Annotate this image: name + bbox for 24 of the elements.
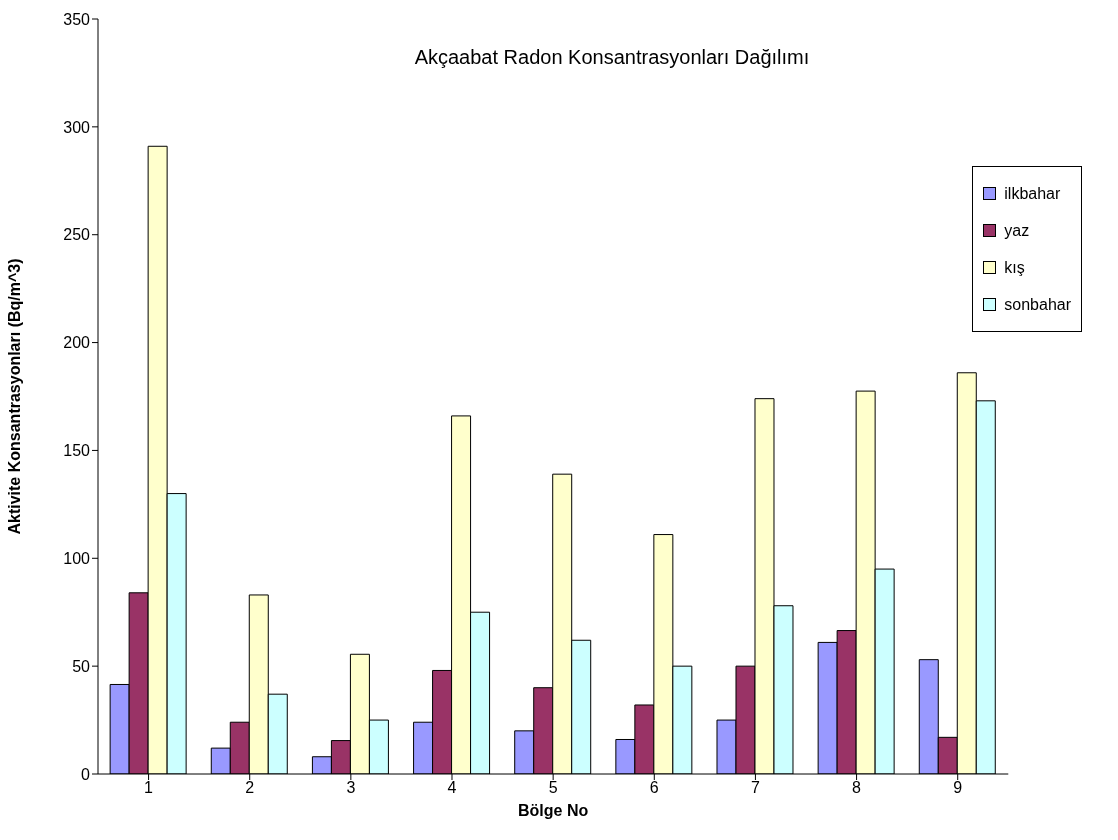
y-tick-label: 200: [63, 334, 91, 352]
x-tick-label: 9: [953, 779, 963, 797]
legend-label: ilkbahar: [1004, 184, 1061, 203]
y-tick-label: 50: [72, 657, 91, 675]
x-tick-label: 3: [346, 779, 356, 797]
y-tick-label: 350: [63, 10, 91, 28]
legend-label: sonbahar: [1004, 295, 1071, 314]
x-tick-label: 5: [548, 779, 558, 797]
x-tick-label: 4: [447, 779, 457, 797]
text: Akçaabat Radon Konsantrasyonları Dağılımı: [413, 46, 811, 69]
legend-label: kış: [1004, 258, 1025, 277]
x-tick-label: 1: [144, 779, 154, 797]
x-axis-title: Bölge No: [518, 802, 589, 819]
y-tick-label: 300: [63, 118, 91, 136]
y-tick-label: 150: [63, 442, 91, 460]
x-tick-label: 6: [649, 779, 659, 797]
x-tick-label: 2: [245, 779, 255, 797]
legend-label: yaz: [1004, 221, 1030, 240]
y-tick-label: 100: [63, 549, 91, 567]
x-tick-label: 8: [852, 779, 862, 797]
y-tick-label: 0: [81, 765, 91, 783]
y-tick-label: 250: [63, 226, 91, 244]
y-axis-title: Aktivite Konsantrasyonları (Bq/m^3): [5, 258, 23, 535]
x-tick-label: 7: [750, 779, 760, 797]
